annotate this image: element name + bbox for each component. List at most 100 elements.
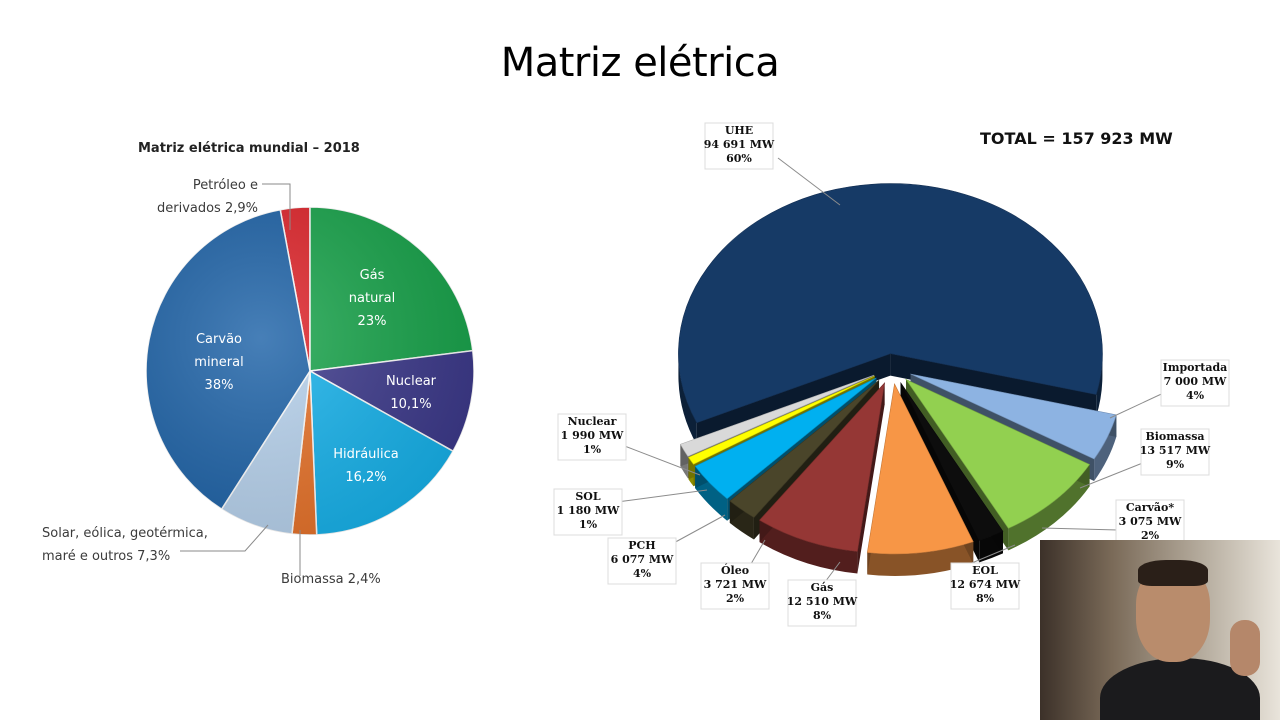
capacity-label-name: Gás xyxy=(811,581,834,594)
capacity-label-pct: 8% xyxy=(976,592,995,605)
world-slice-label-line: 23% xyxy=(358,314,387,329)
capacity-label-box xyxy=(704,122,774,170)
world-slice-label-carvao: Carvão mineral 38% xyxy=(194,332,243,393)
world-slice-label-line: Petróleo e xyxy=(193,178,258,193)
capacity-leader-line xyxy=(616,489,708,503)
capacity-label-pch: PCH 6 077 MW 4% xyxy=(611,539,674,580)
world-slice-label-biomassa-2-4: Biomassa 2,4% xyxy=(281,572,381,587)
capacity-label-name: SOL xyxy=(575,490,601,503)
capacity-label-mw: 12 674 MW xyxy=(950,578,1021,591)
thumbs-up-hand xyxy=(1230,620,1260,676)
capacity-slice-top xyxy=(688,375,875,465)
capacity-label-nuclear: Nuclear 1 990 MW 1% xyxy=(561,415,624,456)
capacity-label-mw: 12 510 MW xyxy=(787,595,858,608)
world-slice-label-line: Gás xyxy=(360,268,385,283)
presenter-hair xyxy=(1138,560,1208,586)
capacity-label-gas: Gás 12 510 MW 8% xyxy=(787,581,858,622)
capacity-label-mw: 1 180 MW xyxy=(557,504,620,517)
capacity-slice-side xyxy=(867,541,974,576)
capacity-slice-side xyxy=(678,353,697,445)
world-leader-line xyxy=(180,524,269,552)
capacity-slice-top xyxy=(679,374,875,457)
world-slice-label-line: 38% xyxy=(205,378,234,393)
capacity-slice-top xyxy=(866,382,974,555)
capacity-leader-line xyxy=(1109,389,1171,419)
capacity-slice-eol xyxy=(866,382,974,576)
capacity-leader-line xyxy=(1079,459,1151,489)
world-slice-label-petroleo-e: Petróleo e derivados 2,9% xyxy=(157,178,258,216)
world-slice-label-line: Biomassa 2,4% xyxy=(281,572,381,587)
capacity-label-importada: Importada 7 000 MW 4% xyxy=(1163,361,1228,402)
capacity-label-uhe: UHE 94 691 MW 60% xyxy=(704,124,775,165)
capacity-label-mw: 13 517 MW xyxy=(1140,444,1211,457)
capacity-label-box xyxy=(1160,359,1230,407)
capacity-label-mw: 3 721 MW xyxy=(704,578,767,591)
capacity-label-pct: 60% xyxy=(726,152,752,165)
capacity-slice-side xyxy=(1096,353,1103,417)
capacity-slice-top xyxy=(729,379,880,518)
capacity-label-pct: 1% xyxy=(583,443,602,456)
brazil-capacity-chart: TOTAL = 157 923 MW UHE 94 691 MW 60% Import… xyxy=(553,122,1230,627)
capacity-label-mw: 1 990 MW xyxy=(561,429,624,442)
capacity-total-label: TOTAL = 157 923 MW xyxy=(980,129,1173,148)
capacity-leader-line xyxy=(621,444,701,476)
world-slice-label-gas: Gás natural 23% xyxy=(349,268,395,329)
capacity-label-box xyxy=(553,488,623,536)
capacity-label-sol: SOL 1 180 MW 1% xyxy=(557,490,620,531)
world-slice-label-line: Carvão xyxy=(196,332,242,347)
world-slice-label-line: maré e outros 7,3% xyxy=(42,549,170,564)
capacity-label-name: UHE xyxy=(725,124,753,137)
capacity-label-pct: 8% xyxy=(813,609,832,622)
capacity-label-box xyxy=(1115,499,1185,547)
world-slice-label-line: 10,1% xyxy=(390,397,431,412)
capacity-slice-top xyxy=(678,183,1103,424)
capacity-label-box xyxy=(950,562,1020,610)
capacity-label-box xyxy=(1140,428,1210,476)
capacity-label-pct: 2% xyxy=(1141,529,1160,542)
capacity-slice-top xyxy=(694,377,877,500)
capacity-label-pct: 2% xyxy=(726,592,745,605)
world-leader-line xyxy=(262,183,291,230)
capacity-label-box xyxy=(557,413,627,461)
capacity-label-name: PCH xyxy=(628,539,655,552)
capacity-label-oleo: Óleo 3 721 MW 2% xyxy=(704,563,767,605)
capacity-label-mw: 94 691 MW xyxy=(704,138,775,151)
capacity-slice-wall xyxy=(857,382,885,574)
world-electric-matrix-chart: Matriz elétrica mundial – 2018 Petróleo … xyxy=(42,141,475,587)
capacity-slice-side xyxy=(759,520,858,574)
world-slice-label-line: mineral xyxy=(194,355,243,370)
capacity-label-carvao: Carvão* 3 075 MW 2% xyxy=(1119,501,1182,542)
world-slice-label-line: natural xyxy=(349,291,395,306)
world-slice-label-line: Solar, eólica, geotérmica, xyxy=(42,526,208,541)
capacity-label-mw: 7 000 MW xyxy=(1164,375,1227,388)
capacity-slice-gas xyxy=(759,381,886,574)
capacity-label-name: Carvão* xyxy=(1126,501,1175,514)
slide-title: Matriz elétrica xyxy=(500,40,780,86)
world-slice-label-line: Hidráulica xyxy=(333,447,399,462)
capacity-label-eol: EOL 12 674 MW 8% xyxy=(950,564,1021,605)
capacity-label-mw: 6 077 MW xyxy=(611,553,674,566)
capacity-label-name: EOL xyxy=(972,564,998,577)
world-slice-label-solar-eolica-geotermica: Solar, eólica, geotérmica, maré e outros … xyxy=(42,526,208,564)
capacity-label-pct: 1% xyxy=(579,518,598,531)
capacity-leader-line xyxy=(669,514,726,546)
capacity-label-biomassa: Biomassa 13 517 MW 9% xyxy=(1140,430,1211,471)
capacity-label-name: Biomassa xyxy=(1145,430,1204,443)
capacity-slice-top xyxy=(759,381,886,552)
capacity-slice-top xyxy=(900,382,1004,541)
capacity-label-name: Nuclear xyxy=(568,415,617,428)
world-slice-gas xyxy=(309,206,474,372)
capacity-label-box xyxy=(787,579,857,627)
world-slice-label-line: 16,2% xyxy=(345,470,386,485)
presenter-webcam xyxy=(1040,540,1280,720)
capacity-label-pct: 4% xyxy=(1186,389,1205,402)
world-slice-label-line: derivados 2,9% xyxy=(157,201,258,216)
capacity-label-pct: 4% xyxy=(633,567,652,580)
capacity-leader-line xyxy=(1041,527,1119,531)
capacity-label-name: Óleo xyxy=(721,563,749,577)
capacity-slice-side xyxy=(1008,464,1090,551)
capacity-slice-top xyxy=(905,378,1091,529)
capacity-label-pct: 9% xyxy=(1166,458,1185,471)
capacity-leader-line xyxy=(777,157,841,206)
world-slice-label-line: Nuclear xyxy=(386,374,437,389)
